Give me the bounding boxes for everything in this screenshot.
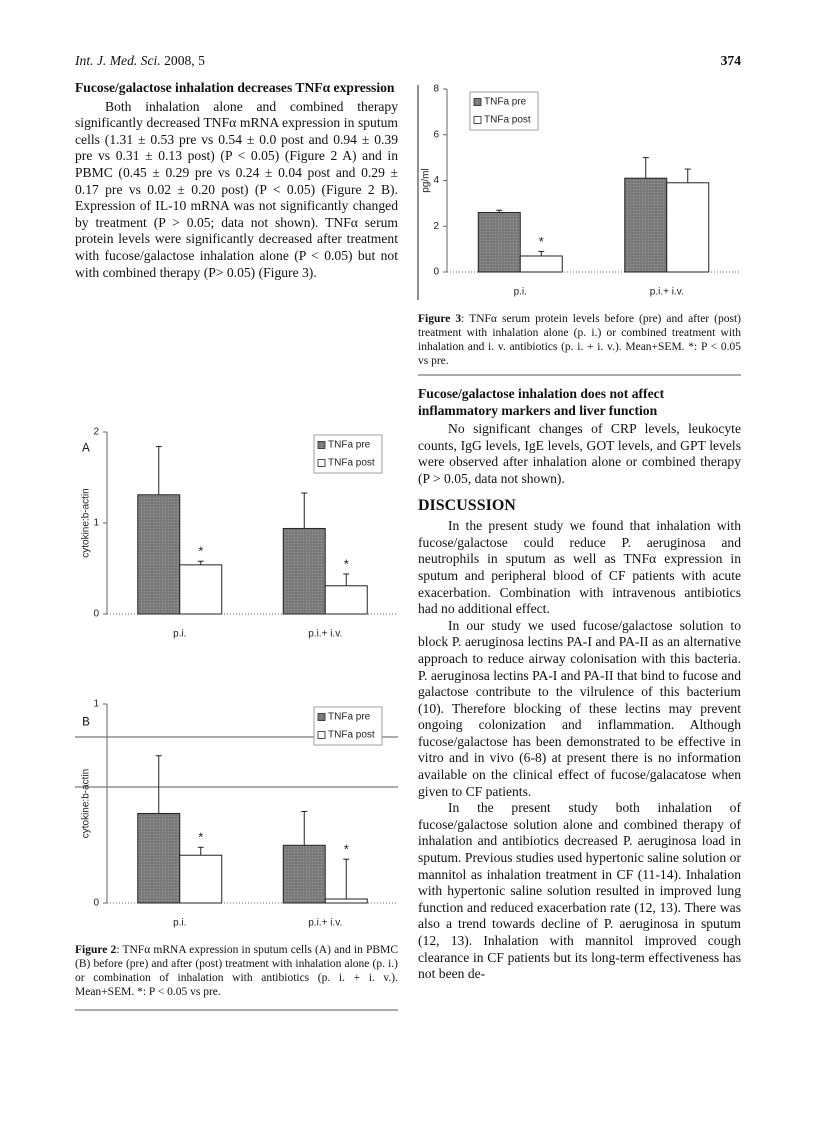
section-heading: Fucose/galactose inhalation decreases TN… [75,80,395,95]
figure-caption: Figure 2: TNFα mRNA expression in sputum… [75,943,398,999]
legend-label: TNFa pre [484,97,527,108]
paragraph: In our study we used fucose/galactose so… [418,617,741,799]
y-tick-label: 0 [93,609,99,620]
bar [519,255,563,273]
significance-marker: * [539,234,544,249]
y-tick-label: 1 [93,518,99,529]
legend-swatch [317,731,326,739]
y-tick-label: 2 [433,221,439,232]
legend-swatch [317,459,326,467]
caption-text: : TNFα serum protein levels before (pre)… [418,313,741,367]
legend-label: TNFa post [328,458,375,469]
running-header: Int. J. Med. Sci. 2008, 5 [75,53,205,69]
bar [137,812,181,904]
significance-marker: * [344,556,349,571]
bar [624,177,668,273]
legend-label: TNFa pre [328,440,371,451]
y-tick-label: 4 [433,175,439,186]
legend-label: TNFa pre [328,712,371,723]
x-tick-label: p.i.+ i.v. [650,287,684,298]
bar [282,844,326,904]
legend-swatch [473,116,482,124]
significance-marker: * [344,842,349,857]
paragraph: Both inhalation alone and combined thera… [75,98,398,280]
x-tick-label: p.i. [173,918,186,929]
x-tick-label: p.i.+ i.v. [308,629,342,640]
bar [324,585,368,615]
caption-label: Figure 3 [418,313,462,325]
section-heading: DISCUSSION [418,496,516,514]
legend-label: TNFa post [328,730,375,741]
figure-caption: Figure 3: TNFα serum protein levels befo… [418,312,741,368]
legend-swatch [317,441,326,449]
bar [477,212,521,273]
x-tick-label: p.i. [514,287,527,298]
legend-swatch [473,98,482,106]
y-tick-label: 8 [433,84,439,95]
bar [282,527,326,615]
bar [666,182,710,273]
page-number: 374 [720,53,741,68]
y-tick-label: 0 [93,898,99,909]
y-tick-label: 0 [433,267,439,278]
legend-label: TNFa post [484,115,531,126]
paragraph: In the present study both inhalation of … [418,800,741,982]
panel-label: B [82,714,90,729]
x-tick-label: p.i. [173,629,186,640]
bar [179,854,223,904]
y-tick-label: 1 [93,699,99,710]
right-column: Fucose/galactose inhalation does not aff… [418,386,741,983]
y-tick-label: 2 [93,427,99,438]
section-heading: Fucose/galactose inhalation does not aff… [418,386,665,418]
y-tick-label: 6 [433,129,439,140]
legend-swatch [317,713,326,721]
bar [137,494,181,615]
year: 2008, 5 [164,53,205,68]
y-axis-label: cytokine:b-actin [81,488,92,557]
bar [179,564,223,615]
significance-marker: * [198,544,203,559]
left-column: Fucose/galactose inhalation decreases TN… [75,80,398,281]
y-axis-label: cytokine:b-actin [81,769,92,838]
panel-label: A [82,440,90,455]
bar [324,898,368,904]
paragraph: In the present study we found that inhal… [418,518,741,617]
caption-label: Figure 2 [75,944,117,956]
journal: Int. J. Med. Sci. [75,53,161,68]
paragraph: No significant changes of CRP levels, le… [418,421,741,486]
caption-text: : TNFα mRNA expression in sputum cells (… [75,944,399,998]
significance-marker: * [198,830,203,845]
y-axis-label: pg/ml [421,168,432,192]
x-tick-label: p.i.+ i.v. [308,918,342,929]
